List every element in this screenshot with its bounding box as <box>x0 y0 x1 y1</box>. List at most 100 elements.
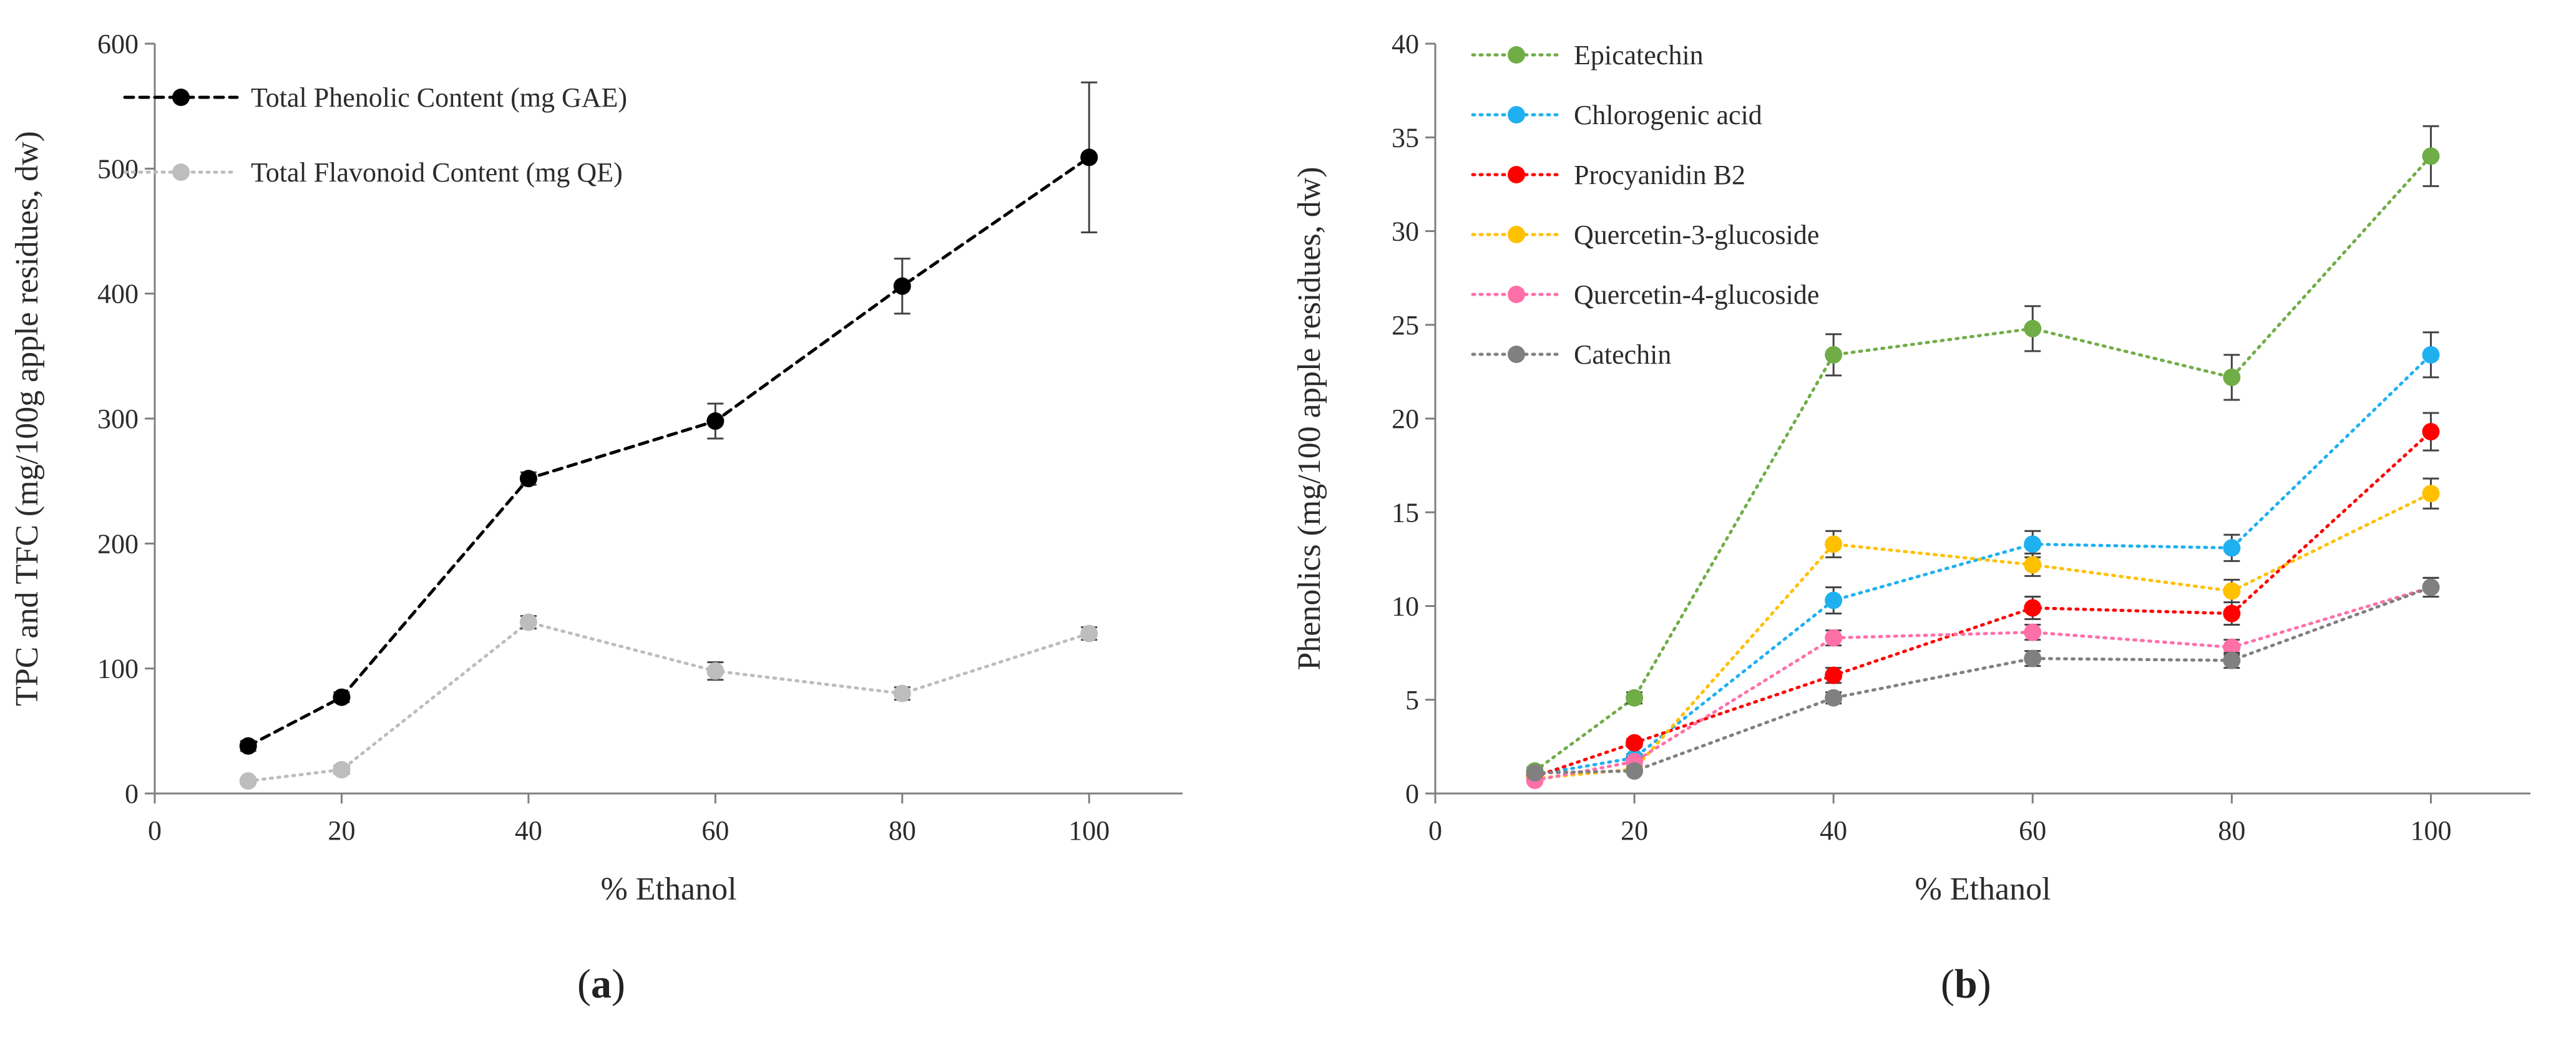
legend-entry-total-flavonoid-content-mg-qe: Total Flavonoid Content (mg QE) <box>123 157 623 188</box>
x-tick-label: 60 <box>701 815 729 846</box>
data-point <box>893 684 911 702</box>
data-point <box>333 760 351 779</box>
series-quercetin-3-glucoside <box>1526 477 2440 787</box>
data-point <box>2223 368 2241 386</box>
y-tick-label: 400 <box>97 279 139 309</box>
x-axis-title: % Ethanol <box>1915 871 2051 907</box>
data-point <box>2024 319 2042 337</box>
legend-entry-quercetin-3-glucoside: Quercetin-3-glucoside <box>1471 220 1819 250</box>
panel-a-caption: (a) <box>577 961 625 1007</box>
x-tick-label: 20 <box>328 815 355 846</box>
legend-marker <box>1508 106 1525 124</box>
legend-label: Catechin <box>1574 339 1671 370</box>
y-axis-title: TPC and TFC (mg/100g apple residues, dw) <box>9 131 45 706</box>
data-point <box>239 737 257 755</box>
data-point <box>2422 147 2440 165</box>
series-line <box>1533 585 2432 782</box>
data-point <box>2024 649 2042 667</box>
y-tick-label: 5 <box>1405 685 1419 716</box>
data-point <box>1825 346 1843 364</box>
legend-entry-procyanidin-b2: Procyanidin B2 <box>1471 160 1745 190</box>
data-point <box>706 412 724 430</box>
legend-marker <box>1508 166 1525 183</box>
x-tick-label: 40 <box>515 815 542 846</box>
legend-entry-epicatechin: Epicatechin <box>1471 40 1704 70</box>
data-point <box>2223 582 2241 600</box>
legend-marker <box>172 163 190 181</box>
data-point <box>2223 638 2241 656</box>
series-total-flavonoid-content-mg-qe <box>239 613 1098 790</box>
data-point <box>1825 591 1843 609</box>
data-point <box>1626 734 1644 752</box>
series-quercetin-4-glucoside <box>1526 576 2440 789</box>
legend-marker <box>172 89 190 106</box>
legend-entry-quercetin-4-glucoside: Quercetin-4-glucoside <box>1471 279 1819 310</box>
legend-label: Chlorogenic acid <box>1574 100 1762 130</box>
legend-label: Procyanidin B2 <box>1574 160 1745 190</box>
x-tick-label: 0 <box>1428 815 1442 846</box>
data-point <box>2422 485 2440 503</box>
data-point <box>893 277 911 295</box>
series-line <box>246 620 1091 783</box>
series-catechin <box>1526 576 2440 782</box>
legend-marker <box>1508 286 1525 303</box>
data-point <box>1626 689 1644 707</box>
panel-b-caption: (b) <box>1941 961 1991 1007</box>
data-point <box>519 470 537 488</box>
y-tick-label: 500 <box>97 153 139 184</box>
y-tick-label: 100 <box>97 654 139 684</box>
legend-entry-catechin: Catechin <box>1471 339 1671 370</box>
legend-marker <box>1508 46 1525 64</box>
data-point <box>2024 556 2042 574</box>
x-tick-label: 100 <box>2410 815 2451 846</box>
x-tick-label: 100 <box>1068 815 1110 846</box>
y-tick-label: 20 <box>1392 404 1419 434</box>
data-point <box>2223 539 2241 557</box>
data-point <box>2024 623 2042 641</box>
legend-label: Total Flavonoid Content (mg QE) <box>251 157 623 188</box>
data-point <box>2422 423 2440 441</box>
legend-marker <box>1508 226 1525 243</box>
y-tick-label: 0 <box>125 779 139 809</box>
data-point <box>2422 578 2440 596</box>
series-chlorogenic-acid <box>1526 331 2440 783</box>
legend-label: Quercetin-4-glucoside <box>1574 279 1819 310</box>
chart-panel-a: 0 100 200 300 400 500 600 0 20 40 60 80 100 % Ethanol… <box>0 0 1286 1043</box>
data-point <box>2223 604 2241 623</box>
series-line <box>1533 430 2432 779</box>
series-total-phenolic-content-mg-gae <box>239 81 1098 755</box>
series-line <box>1533 154 2432 773</box>
data-point <box>2024 535 2042 553</box>
chart-panel-b: 0 5 10 15 20 25 30 35 40 0 20 40 60 80 100 % Ethanol Phe… <box>1286 0 2576 1043</box>
legend-label: Epicatechin <box>1574 40 1704 70</box>
x-tick-label: 60 <box>2019 815 2046 846</box>
series-procyanidin-b2 <box>1526 412 2440 785</box>
x-tick-label: 40 <box>1820 815 1847 846</box>
series-line <box>1533 585 2432 775</box>
data-point <box>1825 689 1843 707</box>
data-point <box>1526 764 1544 782</box>
series-line <box>1533 353 2432 777</box>
y-tick-label: 0 <box>1405 779 1419 809</box>
y-tick-label: 300 <box>97 404 139 434</box>
legend-label: Total Phenolic Content (mg GAE) <box>251 82 627 113</box>
data-point <box>1825 666 1843 684</box>
x-axis-title: % Ethanol <box>600 871 736 907</box>
data-point <box>1080 148 1098 167</box>
data-point <box>1626 762 1644 780</box>
legend-entry-chlorogenic-acid: Chlorogenic acid <box>1471 100 1762 130</box>
x-tick-label: 80 <box>889 815 916 846</box>
x-tick-label: 80 <box>2218 815 2245 846</box>
y-tick-label: 600 <box>97 29 139 59</box>
data-point <box>1825 629 1843 647</box>
chart-a-svg: 0 100 200 300 400 500 600 0 20 40 60 80 100 % Ethanol… <box>9 29 1183 907</box>
legend-entry-total-phenolic-content-mg-gae: Total Phenolic Content (mg GAE) <box>123 82 627 113</box>
legend-marker <box>1508 346 1525 363</box>
legend-label: Quercetin-3-glucoside <box>1574 220 1819 250</box>
y-tick-label: 35 <box>1392 122 1419 153</box>
data-point <box>333 688 351 706</box>
data-point <box>1825 535 1843 553</box>
data-point <box>2024 599 2042 617</box>
y-tick-label: 200 <box>97 528 139 559</box>
data-point <box>2422 346 2440 364</box>
